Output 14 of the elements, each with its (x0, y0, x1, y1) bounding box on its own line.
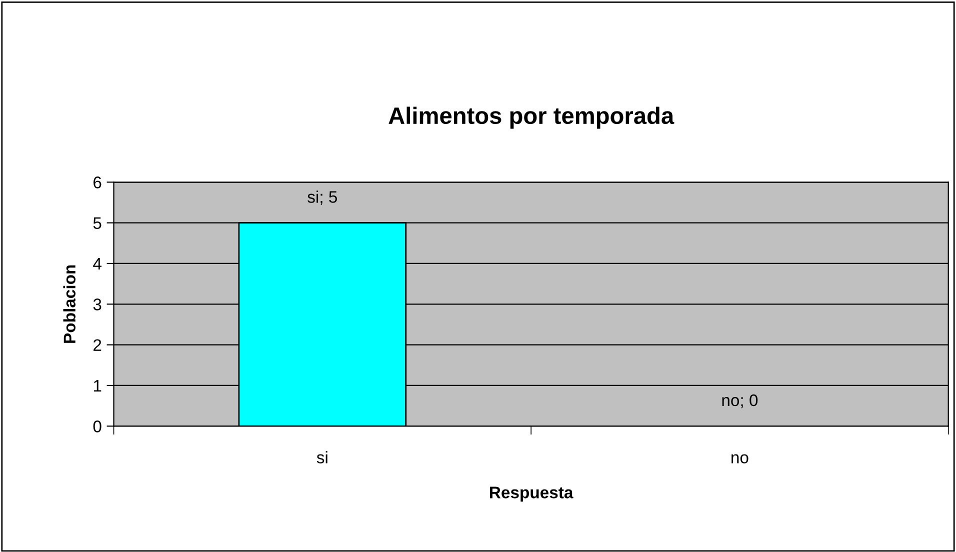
chart-title: Alimentos por temporada (388, 106, 674, 129)
y-axis-title: Poblacion (63, 265, 76, 343)
data-label: no; 0 (722, 394, 758, 408)
y-tick-label: 4 (93, 258, 102, 270)
y-tick-label: 0 (93, 420, 102, 432)
y-tick-label: 6 (94, 176, 102, 188)
x-tick-label: no (732, 454, 748, 464)
y-tick-label: 1 (94, 380, 102, 392)
x-axis-title: Respuesta (490, 486, 574, 502)
y-tick-label: 5 (93, 217, 102, 230)
data-label: si; 5 (308, 190, 337, 205)
y-tick-label: 3 (93, 298, 102, 310)
x-tick-label: si (316, 451, 328, 464)
y-tick-label: 2 (94, 339, 102, 351)
